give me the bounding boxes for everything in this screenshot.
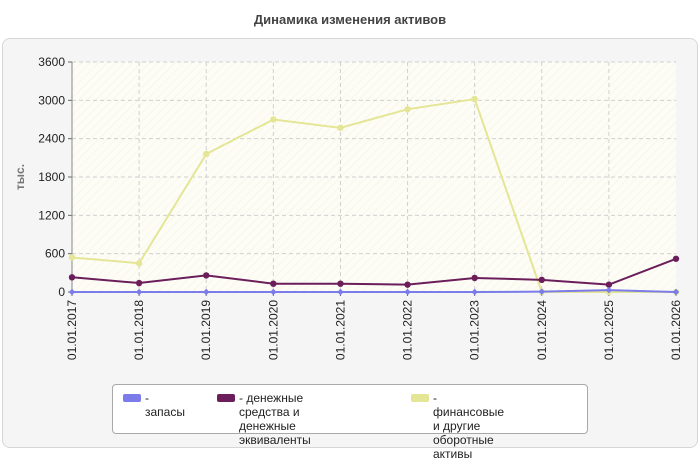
series-point-1: [135, 279, 143, 287]
chart-plot: 0 600 1200 1800 2400 3000 3600 01.01.2017 01.01.…: [13, 55, 683, 360]
legend-label: - запасы: [145, 391, 185, 419]
series-line-0: [72, 289, 677, 293]
x-tick-label: 01.01.2018: [132, 300, 146, 360]
x-tick-label: 01.01.2026: [669, 300, 683, 360]
series-point-2: [68, 254, 76, 261]
x-tick-label: 01.01.2023: [468, 300, 482, 360]
series-point-2: [471, 95, 478, 103]
legend-label: - денежные средства и денежные эквивален…: [239, 391, 311, 447]
x-tick-label: 01.01.2025: [602, 300, 616, 360]
series-point-0: [672, 288, 680, 296]
series-line-2: [71, 97, 676, 293]
series-line-1: [71, 257, 677, 286]
x-tick-label: 01.01.2020: [266, 300, 280, 360]
y-tick-label: 1200: [38, 208, 65, 222]
x-tick-label: 01.01.2019: [199, 300, 213, 360]
series-point-1: [605, 281, 613, 288]
series-point-2: [203, 150, 210, 158]
series-point-2: [337, 124, 344, 132]
legend-label: - финансовые и другие оборотные активы: [433, 391, 504, 461]
series-point-1: [337, 280, 344, 287]
series-point-2: [404, 106, 411, 113]
y-tick-label: 2400: [38, 132, 65, 146]
series-point-1: [203, 272, 210, 279]
series-point-0: [203, 288, 210, 296]
series-point-2: [270, 116, 277, 123]
y-tick-label: 3600: [38, 55, 65, 69]
series-point-2: [135, 260, 143, 267]
series-point-0: [538, 288, 545, 295]
y-tick-label: 1800: [38, 170, 65, 184]
chart-legend: - запасы - денежные средства и денежные э…: [112, 384, 588, 461]
x-tick-label: 01.01.2024: [535, 300, 549, 360]
x-tick-label: 01.01.2022: [401, 300, 415, 360]
legend-swatch: [123, 394, 141, 402]
series-point-1: [672, 255, 680, 262]
y-tick-label: 600: [45, 247, 65, 261]
series-point-1: [404, 281, 411, 288]
series-point-0: [337, 288, 344, 296]
series-point-0: [471, 288, 478, 296]
series-point-0: [68, 288, 76, 296]
series-point-1: [270, 280, 277, 287]
legend-swatch: [411, 394, 429, 402]
series-point-1: [538, 276, 545, 284]
x-tick-label: 01.01.2021: [333, 300, 347, 360]
series-point-0: [404, 288, 411, 296]
series-point-0: [270, 288, 277, 296]
chart-title: Динамика изменения активов: [253, 12, 447, 27]
series-point-1: [471, 274, 478, 282]
legend-swatch: [217, 394, 235, 402]
y-tick-label: 3000: [38, 93, 65, 107]
series-point-0: [135, 288, 143, 296]
y-tick-label: 0: [58, 285, 65, 299]
series-point-1: [68, 274, 76, 281]
y-axis-label: тыс.: [13, 164, 27, 190]
series-point-0: [605, 286, 613, 294]
x-tick-label: 01.01.2017: [65, 300, 79, 360]
